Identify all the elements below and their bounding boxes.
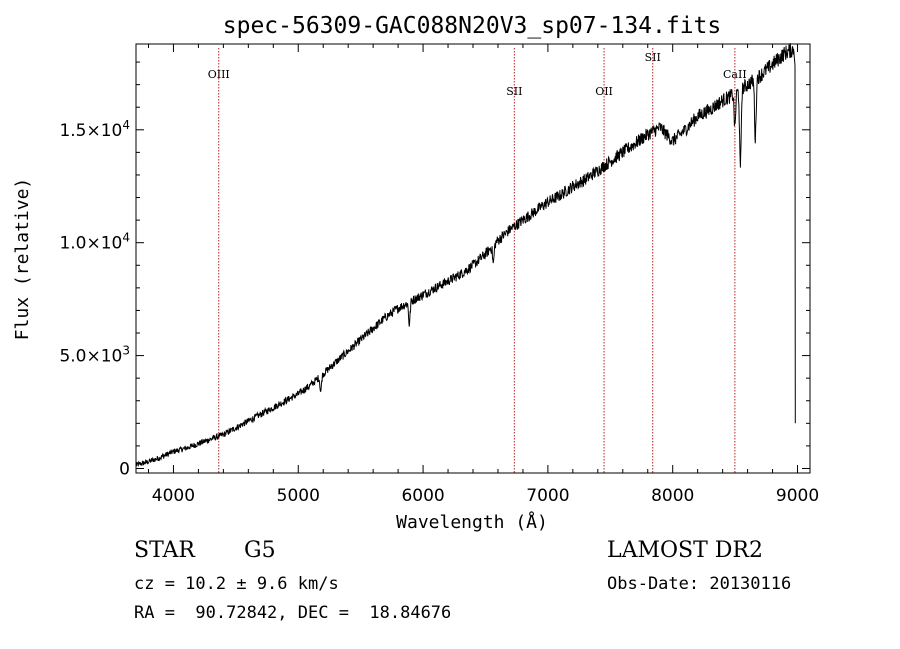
- line-marker-label: OIII: [208, 68, 230, 81]
- line-marker-label: SII: [645, 51, 661, 64]
- spectrum-line: [135, 43, 796, 467]
- line-marker-label: OII: [595, 85, 613, 98]
- x-tick-label: 7000: [526, 486, 569, 506]
- x-tick-label: 8000: [651, 486, 694, 506]
- y-tick-label: 1.5×104: [59, 118, 130, 141]
- y-tick-label: 1.0×104: [59, 231, 130, 254]
- x-tick-label: 9000: [776, 486, 819, 506]
- subclass-label: G5: [244, 538, 276, 563]
- obs-date-line: Obs-Date: 20130116: [607, 574, 792, 594]
- y-tick-label: 0: [119, 459, 130, 479]
- y-axis-label: Flux (relative): [12, 178, 33, 341]
- spectrum-chart: spec-56309-GAC088N20V3_sp07-134.fits OII…: [12, 13, 819, 533]
- line-marker-label: SII: [506, 85, 522, 98]
- y-tick-label: 5.0×103: [59, 344, 130, 367]
- line-markers: OIII SII OII SII CaII: [208, 48, 747, 473]
- x-axis-label: Wavelength (Å): [396, 511, 548, 533]
- x-tick-label: 5000: [277, 486, 320, 506]
- x-tick-label: 4000: [152, 486, 195, 506]
- line-marker-label: CaII: [723, 68, 747, 81]
- chart-title: spec-56309-GAC088N20V3_sp07-134.fits: [223, 13, 722, 39]
- survey-label: LAMOST DR2: [607, 538, 763, 563]
- cz-line: cz = 10.2 ± 9.6 km/s: [134, 574, 339, 594]
- x-axis-ticks: 4000 5000 6000 7000 8000 9000: [147, 44, 819, 506]
- class-label: STAR: [134, 538, 195, 563]
- radec-line: RA = 90.72842, DEC = 18.84676: [134, 603, 452, 623]
- y-axis-ticks: 0 5.0×103 1.0×104 1.5×104: [59, 61, 810, 479]
- x-tick-label: 6000: [401, 486, 444, 506]
